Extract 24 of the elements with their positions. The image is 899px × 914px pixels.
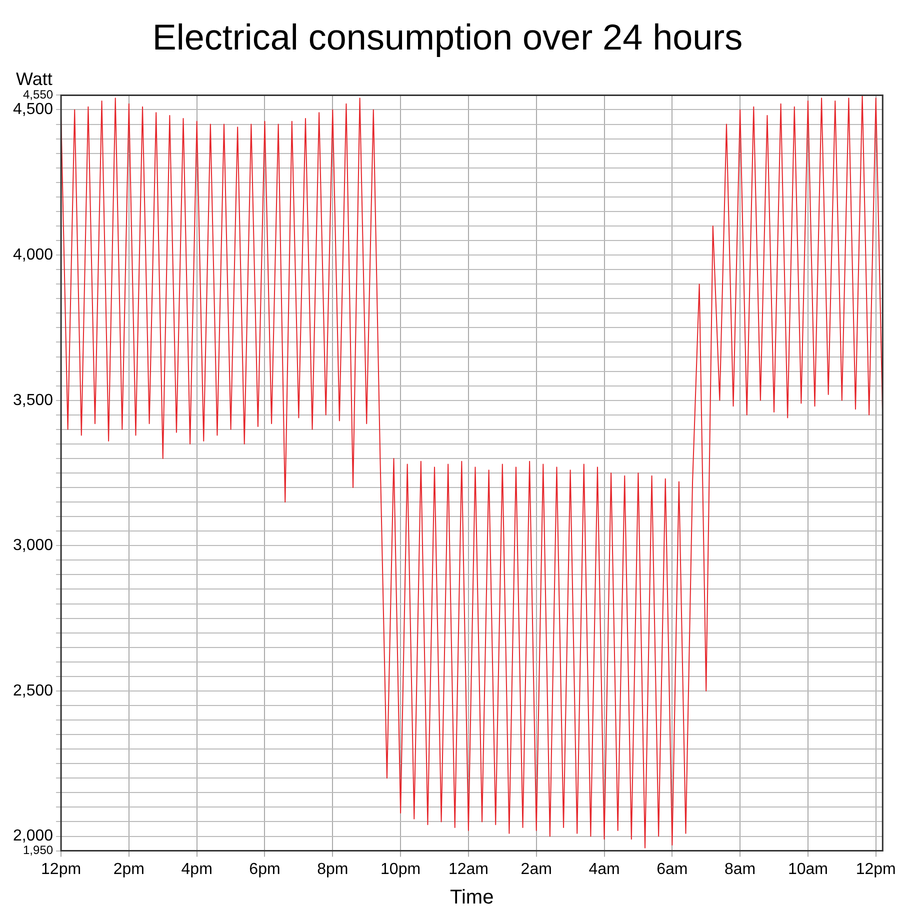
y-tick-label: 2,500: [12, 682, 54, 700]
y-tick-label: 3,500: [12, 392, 54, 409]
x-tick-label: 10pm: [380, 860, 421, 878]
x-tick-label: 8am: [724, 860, 756, 878]
y-tick-label: 4,500: [12, 101, 54, 118]
y-tick-label: 4,000: [12, 246, 54, 264]
y-tick-label: 3,000: [12, 537, 54, 554]
x-tick-label: 8pm: [317, 860, 348, 878]
x-tick-label: 6am: [656, 860, 688, 878]
x-tick-label: 10am: [788, 860, 828, 878]
x-tick-label: 12pm: [856, 860, 896, 878]
x-tick-label: 6pm: [249, 860, 280, 878]
x-tick-label: 12pm: [41, 860, 82, 878]
y-tick-label: 1,950: [23, 843, 54, 858]
x-axis-title: Time: [450, 886, 494, 909]
chart-title: Electrical consumption over 24 hours: [152, 16, 743, 58]
y-axis-title: Watt: [16, 69, 52, 90]
x-tick-label: 4am: [588, 860, 620, 878]
x-tick-label: 2pm: [113, 860, 145, 878]
x-tick-label: 2am: [520, 860, 552, 878]
y-tick-label: 4,550: [23, 88, 54, 102]
x-tick-label: 12am: [448, 860, 488, 878]
x-tick-label: 4pm: [181, 860, 212, 878]
y-tick-label: 2,000: [12, 828, 54, 845]
